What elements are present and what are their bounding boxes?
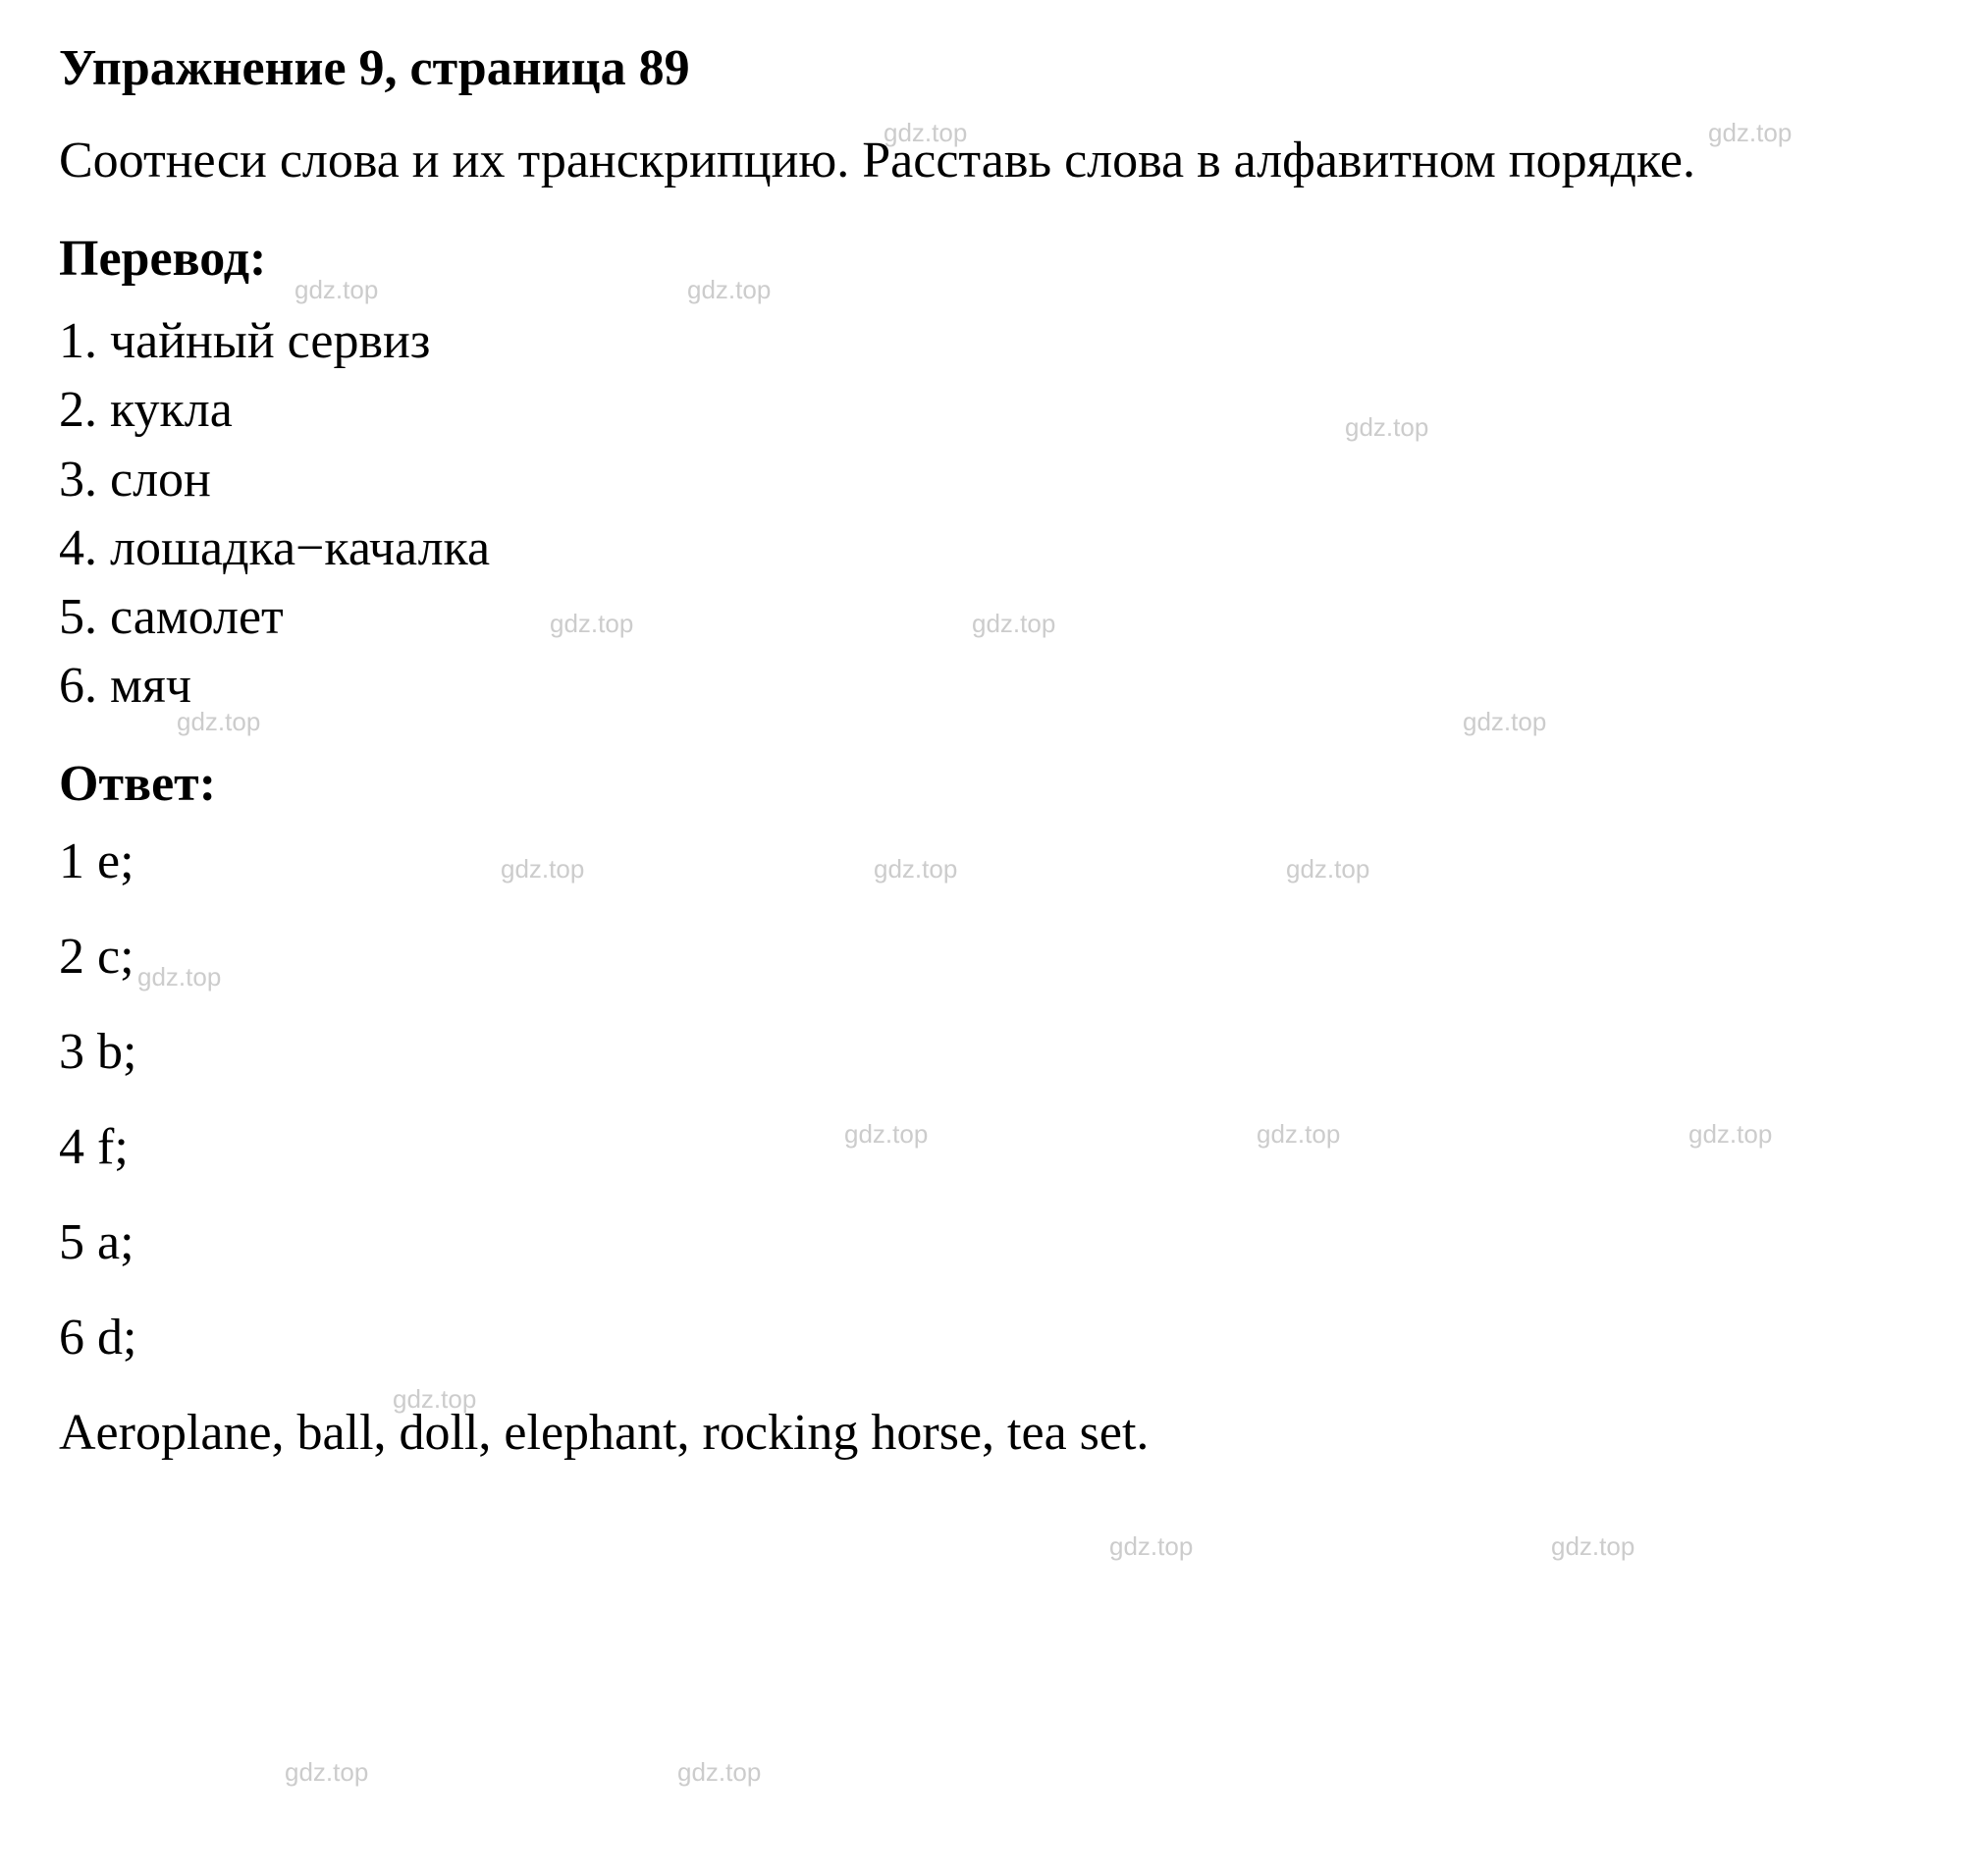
final-answer-text: Aeroplane, ball, doll, elephant, rocking… bbox=[59, 1404, 1923, 1462]
exercise-heading: Упражнение 9, страница 89 bbox=[59, 39, 1923, 97]
translation-item: 6. мяч bbox=[59, 652, 1923, 721]
watermark-text: gdz.top bbox=[285, 1757, 368, 1788]
answer-item: 1 e; bbox=[59, 832, 1923, 890]
watermark-text: gdz.top bbox=[677, 1757, 761, 1788]
translation-item: 5. самолет bbox=[59, 583, 1923, 652]
answer-item: 6 d; bbox=[59, 1309, 1923, 1367]
answer-item: 4 f; bbox=[59, 1118, 1923, 1176]
answer-item: 5 a; bbox=[59, 1213, 1923, 1271]
answer-item: 3 b; bbox=[59, 1023, 1923, 1081]
answer-item: 2 c; bbox=[59, 928, 1923, 986]
translation-item: 4. лошадка−качалка bbox=[59, 514, 1923, 583]
translation-label: Перевод: bbox=[59, 230, 1923, 288]
translation-item: 2. кукла bbox=[59, 376, 1923, 445]
translation-item: 3. слон bbox=[59, 446, 1923, 514]
translation-list: 1. чайный сервиз 2. кукла 3. слон 4. лош… bbox=[59, 307, 1923, 721]
watermark-text: gdz.top bbox=[1551, 1531, 1634, 1562]
instruction-text: Соотнеси слова и их транскрипцию. Расста… bbox=[59, 127, 1923, 195]
answer-label: Ответ: bbox=[59, 755, 1923, 813]
answer-list: 1 e; 2 c; 3 b; 4 f; 5 a; 6 d; bbox=[59, 832, 1923, 1367]
translation-item: 1. чайный сервиз bbox=[59, 307, 1923, 376]
watermark-text: gdz.top bbox=[1109, 1531, 1193, 1562]
